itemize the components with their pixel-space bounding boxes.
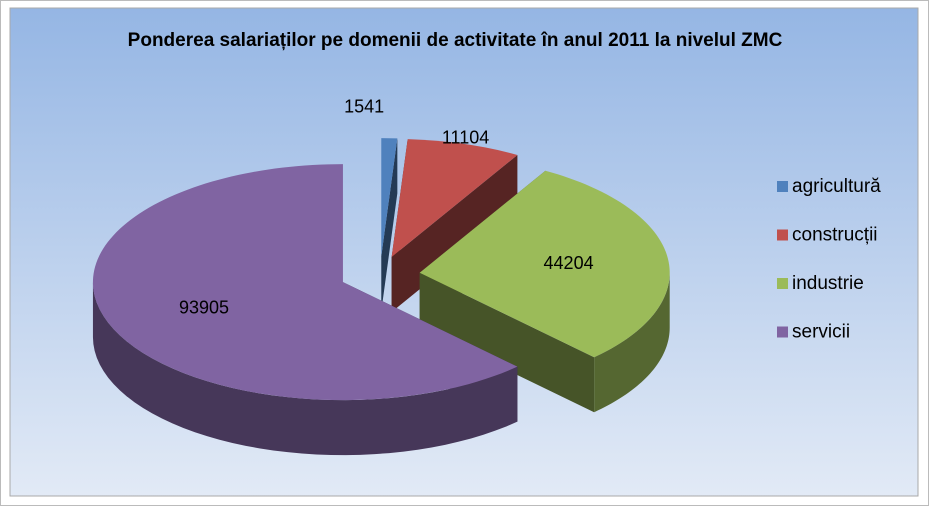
slice-side bbox=[594, 272, 670, 413]
chart-title: Ponderea salariaților pe domenii de acti… bbox=[127, 30, 783, 51]
legend-swatch bbox=[777, 229, 788, 241]
legend-label: industrie bbox=[792, 273, 864, 294]
legend-swatch bbox=[777, 326, 788, 338]
slice-top bbox=[391, 139, 518, 257]
slice-wall bbox=[419, 272, 595, 413]
legend-label: agricultură bbox=[792, 176, 881, 197]
legend-swatch bbox=[777, 181, 788, 192]
slice-side bbox=[92, 282, 518, 456]
slice-top bbox=[92, 164, 518, 401]
slice-top bbox=[381, 138, 398, 257]
data-label: 11104 bbox=[442, 128, 489, 148]
slice bbox=[419, 170, 670, 413]
data-label: 93905 bbox=[179, 298, 229, 318]
legend-label: servicii bbox=[792, 322, 850, 343]
data-label: 44204 bbox=[544, 253, 594, 273]
slice-top bbox=[419, 170, 670, 358]
slice-wall bbox=[381, 138, 398, 312]
data-label: 1541 bbox=[344, 97, 384, 117]
slice bbox=[92, 164, 518, 456]
legend-swatch bbox=[777, 278, 788, 289]
slice bbox=[381, 138, 398, 312]
legend-label: construcții bbox=[792, 225, 878, 246]
